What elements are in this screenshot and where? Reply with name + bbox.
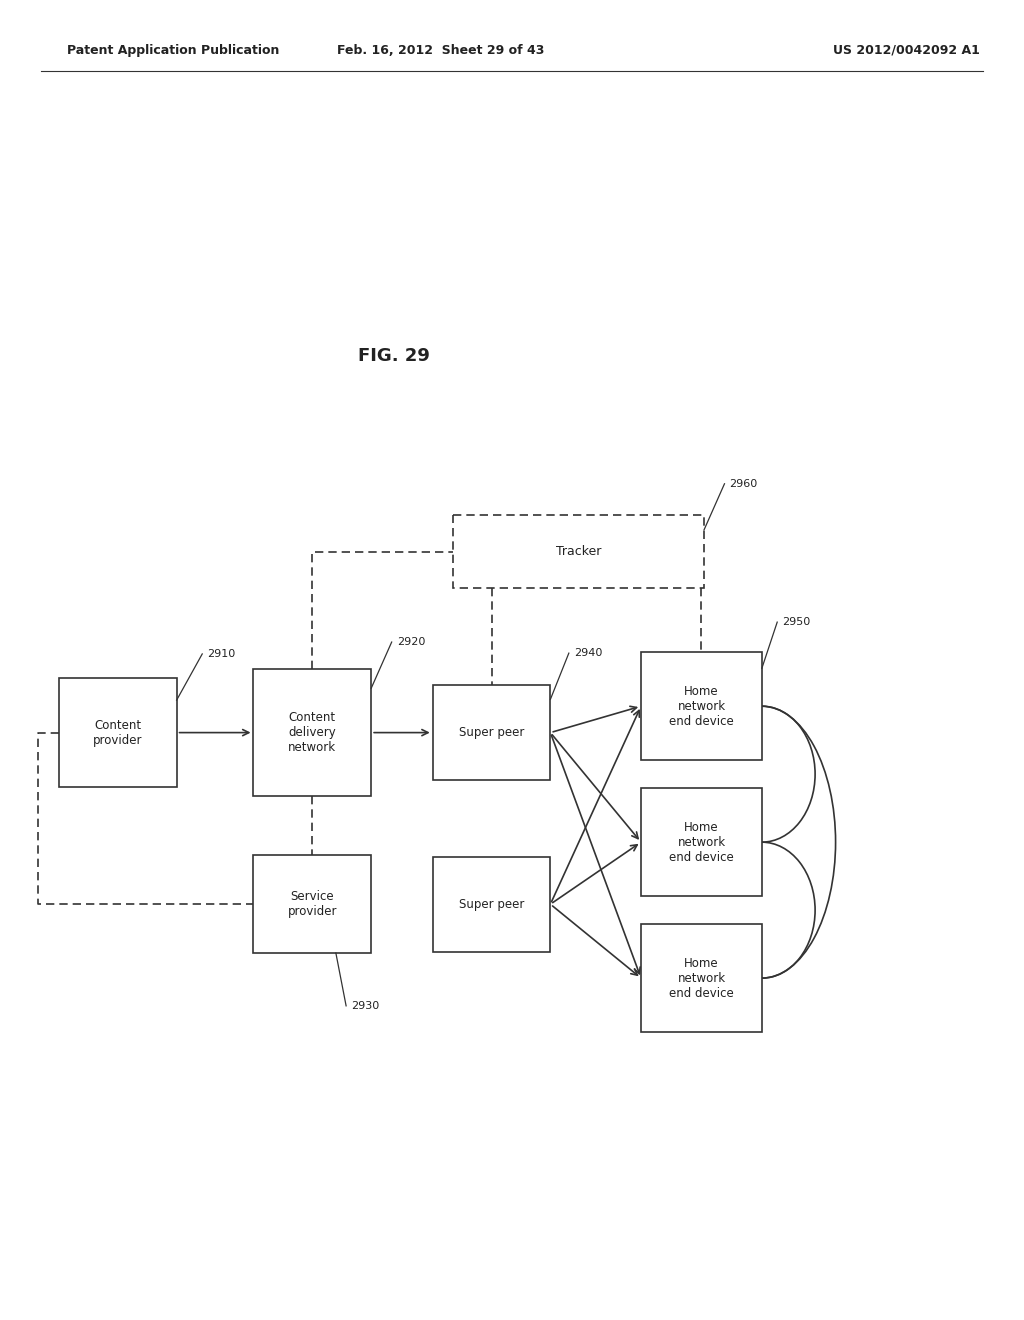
Bar: [641, 652, 762, 760]
Text: Home
network
end device: Home network end device: [669, 957, 734, 999]
Bar: [453, 515, 705, 589]
Text: Home
network
end device: Home network end device: [669, 821, 734, 863]
Bar: [59, 678, 177, 787]
Text: Content
delivery
network: Content delivery network: [289, 711, 336, 754]
Text: 2910: 2910: [207, 649, 236, 659]
Text: FIG. 29: FIG. 29: [358, 347, 430, 366]
Text: Feb. 16, 2012  Sheet 29 of 43: Feb. 16, 2012 Sheet 29 of 43: [337, 44, 544, 57]
Text: Home
network
end device: Home network end device: [669, 685, 734, 727]
Bar: [432, 685, 551, 780]
Text: Patent Application Publication: Patent Application Publication: [67, 44, 279, 57]
Text: Content
provider: Content provider: [93, 718, 142, 747]
Text: Super peer: Super peer: [459, 726, 524, 739]
Text: 2950: 2950: [782, 618, 811, 627]
Bar: [432, 857, 551, 952]
Text: Tracker: Tracker: [556, 545, 601, 558]
Bar: [641, 788, 762, 896]
Text: 2920: 2920: [397, 638, 425, 647]
Text: Super peer: Super peer: [459, 898, 524, 911]
Bar: [641, 924, 762, 1032]
Text: 2960: 2960: [729, 479, 758, 488]
Text: 2940: 2940: [573, 648, 602, 659]
Text: Service
provider: Service provider: [288, 890, 337, 919]
Text: US 2012/0042092 A1: US 2012/0042092 A1: [833, 44, 980, 57]
Bar: [254, 669, 371, 796]
Bar: [254, 855, 371, 953]
Text: 2930: 2930: [351, 1001, 380, 1011]
